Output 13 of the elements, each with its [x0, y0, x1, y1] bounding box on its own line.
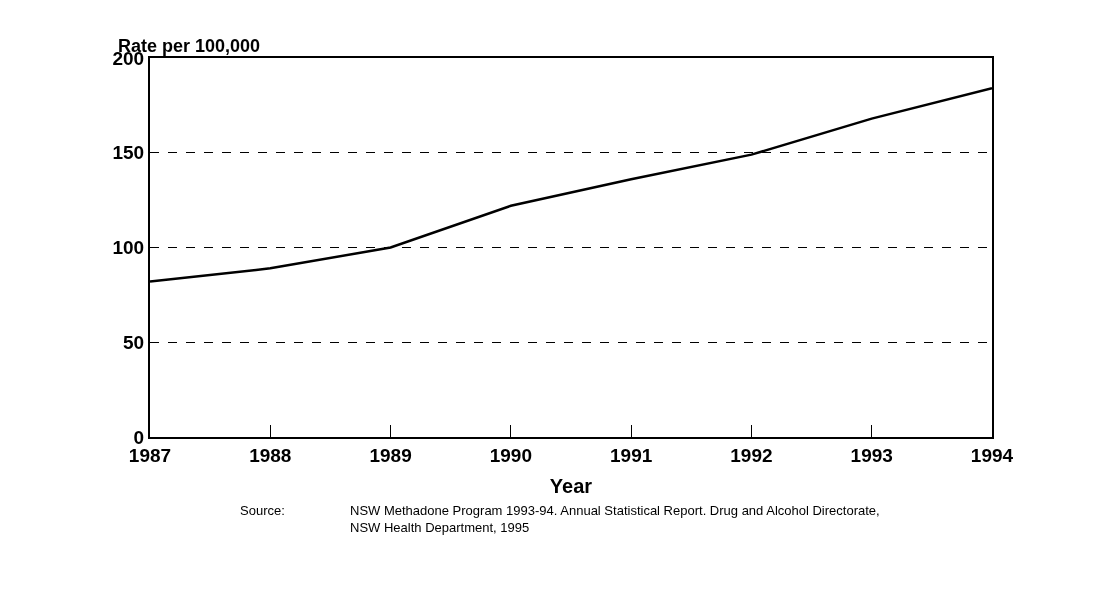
x-tick-label: 1992: [730, 444, 773, 466]
x-tick-label: 1993: [850, 444, 893, 466]
text: NSW Methadone Program 1993-94. Annual Statistical Report. Drug and Alcohol Directorate, NSW Health Department, 1995: [350, 503, 880, 535]
x-tick-label: 1988: [249, 444, 292, 466]
y-tick-label: 50: [123, 331, 145, 353]
x-tick-label: 1991: [610, 444, 653, 466]
x-axis-title: Year: [549, 474, 593, 497]
x-tick-label: 1989: [369, 444, 412, 466]
x-tick-label: 1990: [489, 444, 532, 466]
source-note: Source:: [240, 503, 285, 518]
x-tick-label: 1994: [970, 444, 1014, 466]
y-tick-label: 100: [112, 237, 145, 259]
y-tick-label: 150: [112, 142, 145, 164]
